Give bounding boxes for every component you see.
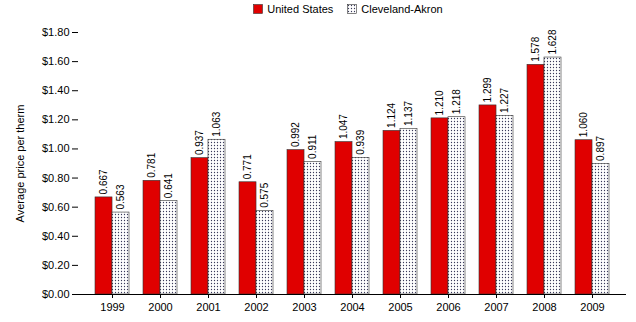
svg-text:0.781: 0.781 bbox=[146, 152, 157, 177]
svg-text:1.210: 1.210 bbox=[434, 90, 445, 115]
svg-text:1.124: 1.124 bbox=[386, 102, 397, 127]
svg-text:1.060: 1.060 bbox=[578, 112, 589, 137]
svg-text:2006: 2006 bbox=[436, 301, 460, 313]
svg-text:1.063: 1.063 bbox=[211, 111, 222, 136]
svg-text:2000: 2000 bbox=[148, 301, 172, 313]
svg-text:0.641: 0.641 bbox=[163, 173, 174, 198]
svg-text:2007: 2007 bbox=[484, 301, 508, 313]
svg-text:$1.80: $1.80 bbox=[42, 26, 70, 38]
html-text:Cleveland-Akron: Cleveland-Akron bbox=[361, 3, 443, 15]
svg-text:$0.20: $0.20 bbox=[42, 259, 70, 271]
svg-text:2001: 2001 bbox=[196, 301, 220, 313]
svg-text:0.992: 0.992 bbox=[290, 122, 301, 147]
svg-text:2002: 2002 bbox=[244, 301, 268, 313]
svg-text:$1.00: $1.00 bbox=[42, 142, 70, 154]
svg-text:1.578: 1.578 bbox=[530, 36, 541, 61]
svg-text:$0.80: $0.80 bbox=[42, 172, 70, 184]
svg-text:0.937: 0.937 bbox=[194, 130, 205, 155]
svg-text:$0.00: $0.00 bbox=[42, 288, 70, 300]
svg-text:$1.60: $1.60 bbox=[42, 55, 70, 67]
svg-text:1.227: 1.227 bbox=[499, 87, 510, 112]
svg-text:1.628: 1.628 bbox=[547, 29, 558, 54]
svg-text:0.911: 0.911 bbox=[307, 134, 318, 159]
svg-text:$1.20: $1.20 bbox=[42, 113, 70, 125]
svg-text:2004: 2004 bbox=[340, 301, 364, 313]
svg-text:$0.60: $0.60 bbox=[42, 201, 70, 213]
svg-text:0.771: 0.771 bbox=[242, 154, 253, 179]
svg-text:1.047: 1.047 bbox=[338, 114, 349, 139]
svg-text:2009: 2009 bbox=[580, 301, 604, 313]
svg-text:0.939: 0.939 bbox=[355, 129, 366, 154]
svg-text:0.563: 0.563 bbox=[115, 184, 126, 209]
svg-text:2008: 2008 bbox=[532, 301, 556, 313]
svg-text:1.137: 1.137 bbox=[403, 101, 414, 126]
svg-text:2005: 2005 bbox=[388, 301, 412, 313]
svg-text:1.218: 1.218 bbox=[451, 89, 462, 114]
svg-text:0.897: 0.897 bbox=[595, 135, 606, 160]
html-text:United States: United States bbox=[267, 3, 334, 15]
svg-text:1.299: 1.299 bbox=[482, 77, 493, 102]
svg-text:$0.40: $0.40 bbox=[42, 230, 70, 242]
svg-text:Average price per therm: Average price per therm bbox=[14, 105, 26, 223]
svg-text:2003: 2003 bbox=[292, 301, 316, 313]
svg-text:1999: 1999 bbox=[100, 301, 124, 313]
svg-text:0.575: 0.575 bbox=[259, 182, 270, 207]
svg-text:$1.40: $1.40 bbox=[42, 84, 70, 96]
svg-text:0.667: 0.667 bbox=[98, 169, 109, 194]
